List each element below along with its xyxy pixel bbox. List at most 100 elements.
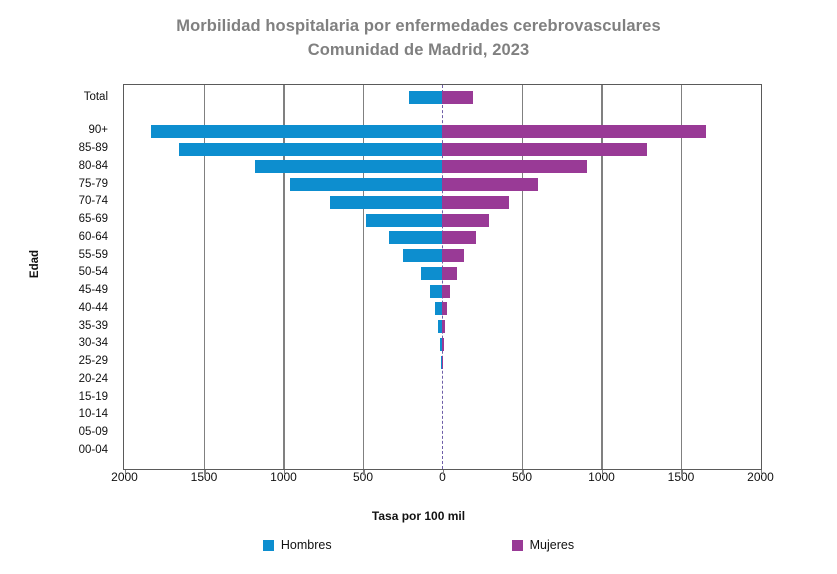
legend-label: Mujeres (529, 538, 575, 552)
bar-mujeres[interactable] (442, 249, 464, 262)
bar-row (124, 160, 761, 178)
bar-row (124, 373, 761, 391)
bar-hombres[interactable] (179, 142, 442, 156)
bar-mujeres[interactable] (442, 231, 476, 245)
legend-item-mujeres[interactable]: Mujeres (511, 538, 575, 552)
y-axis-label-05-09: 05-09 (78, 426, 108, 438)
chart-title-line-1: Morbilidad hospitalaria por enfermedades… (176, 17, 661, 35)
y-axis-label-65-69: 65-69 (78, 213, 108, 225)
bar-hombres[interactable] (402, 249, 442, 262)
y-axis-label-60-64: 60-64 (78, 230, 108, 243)
bar-hombres[interactable] (330, 195, 442, 209)
x-axis-tick-mark (204, 470, 206, 475)
y-axis-label-00-04: 00-04 (78, 443, 108, 456)
y-axis-label-40-44: 40-44 (78, 301, 108, 314)
y-axis-label-75-79: 75-79 (78, 177, 108, 190)
x-axis-tick-label: 500 (511, 470, 533, 484)
legend-label: Hombres (280, 538, 332, 552)
bar-mujeres[interactable] (442, 213, 490, 227)
bar-mujeres[interactable] (442, 320, 445, 333)
bar-hombres[interactable] (438, 320, 442, 333)
y-axis-label-30-34: 30-34 (78, 337, 108, 350)
x-axis-tick-mark (363, 470, 365, 475)
bar-row (124, 195, 761, 214)
y-axis-label-15-19: 15-19 (78, 390, 108, 403)
bar-row (124, 249, 761, 267)
bar-row (124, 320, 761, 338)
legend-item-hombres[interactable]: Hombres (262, 538, 332, 552)
bar-row (124, 91, 761, 109)
bar-row (124, 302, 761, 320)
x-axis-tick-mark (283, 470, 285, 475)
x-axis-tick-mark (522, 470, 524, 475)
bar-row (124, 142, 761, 161)
bar-row (124, 337, 761, 356)
bar-mujeres[interactable] (442, 337, 444, 351)
bar-mujeres[interactable] (442, 195, 509, 209)
gridline-1000 (283, 85, 285, 469)
chart-legend: Hombres Mujeres (0, 538, 837, 552)
gridline-1500 (203, 85, 205, 469)
bar-hombres[interactable] (290, 178, 442, 191)
plot-area (123, 84, 762, 470)
bar-hombres[interactable] (255, 160, 442, 174)
y-axis-labels: Total 90+ 85-89 80-84 75-79 70-74 65-69 60-64 55… (0, 84, 117, 470)
x-axis-tick-label: 1000 (270, 470, 297, 484)
x-axis-tick-label: 0 (439, 470, 446, 484)
y-axis-label-20-24: 20-24 (78, 372, 108, 385)
bar-mujeres[interactable] (442, 178, 539, 191)
bar-hombres[interactable] (408, 91, 442, 104)
bar-mujeres[interactable] (442, 284, 451, 298)
bar-mujeres[interactable] (442, 91, 473, 104)
legend-swatch-icon (262, 539, 274, 551)
x-axis-tick-label: 1000 (588, 470, 615, 484)
y-axis-label-45-49: 45-49 (78, 284, 108, 296)
gridline-1500 (680, 85, 682, 469)
bar-row (124, 178, 761, 196)
x-axis-tick-label: 500 (352, 470, 374, 484)
y-axis-label-10-14: 10-14 (78, 408, 108, 421)
y-axis-label-55-59: 55-59 (78, 248, 108, 261)
chart-title: Morbilidad hospitalaria por enfermedades… (0, 14, 837, 62)
y-axis-label-Total: Total (83, 90, 108, 103)
legend-swatch-icon (511, 539, 523, 551)
x-axis-tick-label: 1500 (190, 470, 218, 484)
bar-mujeres[interactable] (442, 266, 457, 280)
x-axis-title: Tasa por 100 mil (371, 509, 466, 523)
bar-mujeres[interactable] (442, 124, 706, 138)
bar-hombres[interactable] (439, 337, 442, 351)
gridline-1000 (601, 85, 603, 469)
bar-hombres[interactable] (366, 213, 442, 227)
bar-row (124, 427, 761, 445)
bar-hombres[interactable] (434, 302, 442, 316)
bar-mujeres[interactable] (442, 160, 587, 174)
gridline-500 (521, 85, 523, 469)
bar-hombres[interactable] (440, 355, 442, 369)
x-axis-tick-label: 2000 (747, 470, 774, 484)
bar-row (124, 391, 761, 409)
x-axis-tick-mark (442, 470, 444, 475)
y-axis-title: Edad (29, 249, 41, 279)
bar-hombres[interactable] (388, 231, 442, 245)
bar-row (124, 355, 761, 374)
bar-row (124, 444, 761, 462)
x-axis-tick-mark (760, 470, 762, 475)
bar-mujeres[interactable] (442, 142, 648, 156)
bar-row (124, 409, 761, 427)
y-axis-label-25-29: 25-29 (78, 355, 108, 367)
x-axis-tick-mark (124, 470, 126, 475)
bar-mujeres[interactable] (442, 302, 448, 316)
chart-title-line-2: Comunidad de Madrid, 2023 (307, 41, 530, 59)
bar-row (124, 231, 761, 249)
bar-hombres[interactable] (420, 266, 442, 280)
x-axis-tick-label: 1500 (667, 470, 695, 484)
x-axis-tick-mark (601, 470, 603, 475)
bar-hombres[interactable] (429, 284, 442, 298)
x-axis-tick-mark (681, 470, 683, 475)
x-axis-tick-label: 2000 (111, 470, 138, 484)
bar-mujeres[interactable] (442, 355, 444, 369)
y-axis-label-70-74: 70-74 (78, 195, 108, 208)
bar-row (124, 124, 761, 143)
bar-hombres[interactable] (150, 124, 442, 138)
y-axis-label-80-84: 80-84 (78, 159, 108, 172)
